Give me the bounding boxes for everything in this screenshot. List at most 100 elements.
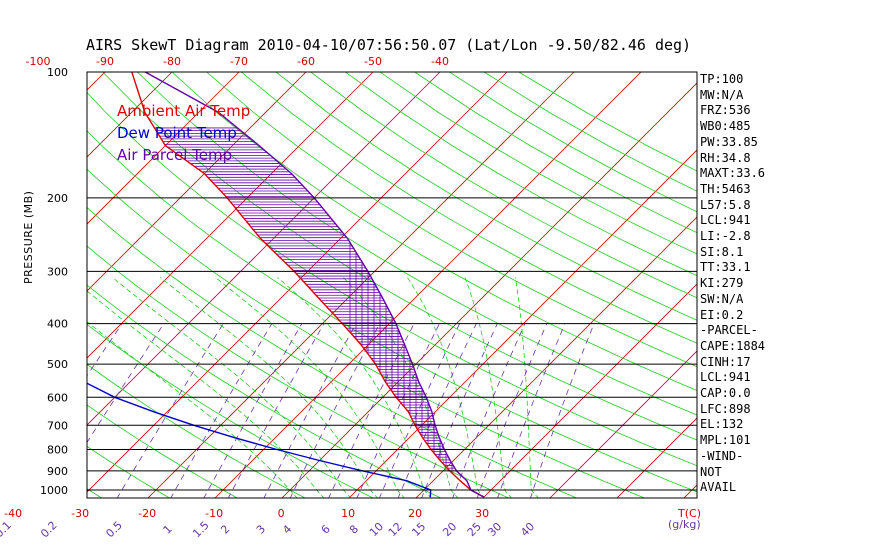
index-item: -PARCEL- — [700, 323, 758, 338]
moist-adiabat-line — [112, 277, 352, 498]
dry-adiabat-line — [102, 72, 697, 441]
dry-adiabat-line — [171, 72, 697, 391]
mixing-ratio-line — [170, 323, 273, 498]
mixing-ratio-label: 1 — [161, 522, 175, 536]
legend-item-ambient: Ambient Air Temp — [117, 102, 251, 120]
mixing-ratio-line — [87, 323, 123, 377]
dry-adiabat-line — [87, 168, 646, 498]
isotherm-line — [482, 283, 697, 498]
dry-adiabat-line — [275, 72, 697, 321]
bottom-temp-tick-label: -20 — [138, 507, 156, 520]
moist-adiabat-line — [343, 277, 459, 498]
moist-adiabat-line — [277, 277, 432, 498]
top-temp-tick-label: -90 — [96, 55, 114, 68]
bottom-temp-tick-label: 10 — [341, 507, 355, 520]
moist-adiabat-line — [159, 277, 379, 498]
pressure-tick-label: 600 — [47, 391, 68, 404]
pressure-tick-label: 400 — [47, 318, 68, 331]
bottom-temp-tick-label: -40 — [4, 507, 22, 520]
legend-item-dewpoint: Dew Point Temp — [117, 124, 237, 142]
mixing-ratio-label: 10 — [367, 520, 386, 539]
dry-adiabat-line — [87, 323, 374, 498]
mixing-ratio-line — [289, 323, 380, 498]
index-item: SI:8.1 — [700, 244, 744, 259]
index-item: AVAIL — [700, 480, 737, 495]
mixing-ratio-label: 30 — [485, 520, 504, 539]
index-item: LCL:941 — [700, 370, 751, 385]
dry-adiabat-line — [379, 72, 697, 255]
dry-adiabat-line — [137, 72, 697, 416]
mixing-ratio-line — [378, 323, 460, 498]
chart-title: AIRS SkewT Diagram 2010-04-10/07:56:50.0… — [86, 36, 692, 54]
index-item: L57:5.8 — [700, 197, 751, 212]
isotherm-line — [87, 72, 307, 292]
stability-indices: TP:100 MW:N/A FRZ:536 WB0:485 PW:33.85 RH:34.… — [700, 72, 870, 496]
top-temp-tick-label: -70 — [230, 55, 248, 68]
isotherm-line — [281, 82, 697, 498]
mixing-ratio-line — [116, 323, 224, 498]
isotherm-line — [87, 72, 240, 225]
moist-adiabat-line — [515, 277, 539, 498]
mixing-ratio-label: 3 — [254, 522, 268, 536]
mixing-ratio-label: 2 — [218, 522, 232, 536]
index-item: MW:N/A — [700, 87, 744, 102]
mixing-ratio-label: 0.2 — [38, 519, 60, 541]
mixing-ratio-unit-label: (g/kg) — [668, 518, 701, 531]
isotherm-line — [87, 72, 508, 493]
isotherm-line — [87, 72, 441, 426]
index-item: TH:5463 — [700, 181, 751, 196]
mixing-ratio-label: 4 — [280, 522, 294, 536]
index-item: LFC:898 — [700, 401, 751, 416]
index-item: EL:132 — [700, 417, 744, 432]
moist-adiabat-line — [407, 277, 486, 498]
mixing-ratio-line — [530, 323, 595, 498]
dry-adiabat-line — [87, 284, 442, 498]
bottom-temp-tick-label: 0 — [278, 507, 285, 520]
index-item: CINH:17 — [700, 354, 751, 369]
mixing-ratio-line — [203, 323, 303, 498]
dry-adiabat-line — [206, 72, 697, 368]
index-item: KI:279 — [700, 276, 744, 291]
isotherm-line — [348, 149, 697, 498]
moist-adiabat-line — [87, 321, 298, 498]
dewpoint-temp-line — [87, 382, 432, 498]
mixing-ratio-line — [227, 323, 325, 498]
dry-adiabat-line — [345, 72, 697, 277]
mixing-ratio-label: 20 — [440, 520, 459, 539]
legend-item-parcel: Air Parcel Temp — [117, 146, 233, 164]
parcel-temp-line — [144, 72, 485, 498]
moist-adiabat-line — [464, 277, 513, 498]
pressure-tick-label: 800 — [47, 443, 68, 456]
ambient-temp-line — [131, 72, 485, 498]
pressure-tick-label: 300 — [47, 265, 68, 278]
dry-adiabat-line — [87, 445, 171, 498]
mixing-ratio-label: 12 — [386, 520, 405, 539]
plot-area — [87, 72, 697, 498]
mixing-ratio-line — [421, 323, 498, 498]
top-temp-tick-label: -50 — [364, 55, 382, 68]
moist-adiabat-line — [215, 277, 405, 498]
index-item: CAPE:1884 — [700, 338, 766, 353]
isotherm-line — [616, 417, 697, 498]
index-item: MPL:101 — [700, 433, 751, 448]
isotherm-line — [87, 72, 374, 359]
mixing-ratio-label: 15 — [409, 520, 428, 539]
dry-adiabat-line — [87, 245, 510, 498]
index-item: TP:100 — [700, 72, 744, 86]
top-temp-tick-label: -100 — [26, 55, 51, 68]
top-temp-tick-label: -40 — [431, 55, 449, 68]
mixing-ratio-label: 1.5 — [190, 519, 212, 541]
index-item: MAXT:33.6 — [700, 166, 766, 181]
index-item: CAP:0.0 — [700, 386, 751, 401]
index-item: TT:33.1 — [700, 260, 751, 275]
mixing-ratio-line — [356, 323, 440, 498]
pressure-tick-label: 700 — [47, 419, 68, 432]
mixing-ratio-line — [476, 323, 548, 498]
top-temp-tick-label: -80 — [163, 55, 181, 68]
bottom-temp-tick-label: -30 — [71, 507, 89, 520]
mixing-ratio-label: 25 — [465, 520, 484, 539]
pressure-tick-label: 100 — [47, 66, 68, 79]
mixing-ratio-label: 0.5 — [103, 519, 125, 541]
